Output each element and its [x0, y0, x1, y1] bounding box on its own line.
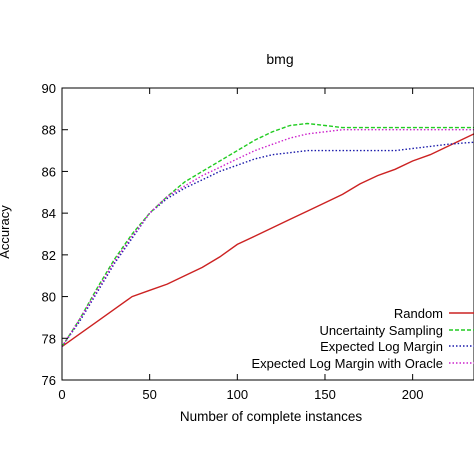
series-line-4: [61, 128, 474, 347]
series-line-2: [61, 122, 474, 347]
x-tick-label: 150: [314, 387, 336, 402]
y-tick-label: 88: [42, 123, 56, 138]
x-tick-label: 200: [402, 387, 424, 402]
x-tick-label: 100: [226, 387, 248, 402]
y-axis-label: Accuracy: [0, 205, 12, 259]
legend-label-3: Expected Log Margin: [320, 339, 443, 354]
legend-label-1: Random: [394, 306, 443, 321]
legend-label-4: Expected Log Margin with Oracle: [252, 356, 443, 371]
plot-frame: [61, 87, 474, 381]
chart-title: bmg: [266, 51, 293, 67]
y-tick-label: 90: [42, 81, 56, 96]
y-tick-label: 76: [42, 373, 56, 388]
plot-area: [61, 122, 474, 348]
x-tick-label: 0: [58, 387, 65, 402]
legend-label-2: Uncertainty Sampling: [319, 323, 443, 338]
series-line-1: [61, 133, 474, 348]
y-tick-label: 82: [42, 248, 56, 263]
y-tick-label: 80: [42, 290, 56, 305]
axis-ticks: 76 78 80 82 84 86 88 90 0 50 100 150 200: [42, 81, 424, 402]
x-axis-label: Number of complete instances: [180, 409, 363, 424]
y-tick-label: 78: [42, 331, 56, 346]
y-tick-label: 86: [42, 164, 56, 179]
series-line-3: [61, 141, 474, 348]
y-tick-label: 84: [42, 206, 56, 221]
x-tick-label: 50: [142, 387, 156, 402]
